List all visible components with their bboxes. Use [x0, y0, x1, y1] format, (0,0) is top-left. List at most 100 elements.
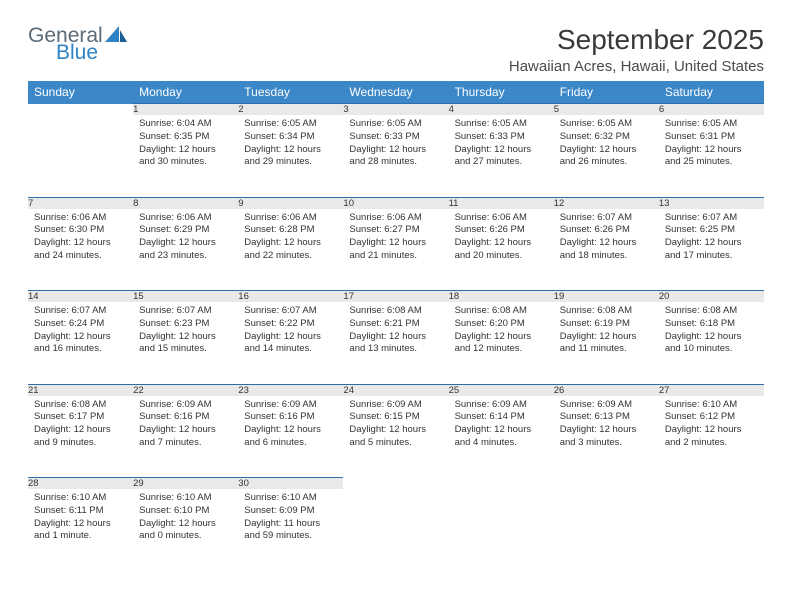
sunset-text: Sunset: 6:28 PM — [244, 224, 337, 237]
daylight-text: Daylight: 12 hours and 18 minutes. — [560, 237, 653, 263]
sunset-text: Sunset: 6:35 PM — [139, 131, 232, 144]
empty-cell — [554, 489, 659, 571]
day-cell: Sunrise: 6:09 AMSunset: 6:14 PMDaylight:… — [449, 396, 554, 478]
day-cell: Sunrise: 6:05 AMSunset: 6:33 PMDaylight:… — [343, 115, 448, 197]
day-cell: Sunrise: 6:08 AMSunset: 6:19 PMDaylight:… — [554, 302, 659, 384]
day-cell: Sunrise: 6:05 AMSunset: 6:34 PMDaylight:… — [238, 115, 343, 197]
day-cell: Sunrise: 6:10 AMSunset: 6:11 PMDaylight:… — [28, 489, 133, 571]
day-cell: Sunrise: 6:04 AMSunset: 6:35 PMDaylight:… — [133, 115, 238, 197]
daynum-row: 282930 — [28, 478, 764, 490]
day-cell: Sunrise: 6:05 AMSunset: 6:31 PMDaylight:… — [659, 115, 764, 197]
daylight-text: Daylight: 12 hours and 26 minutes. — [560, 144, 653, 170]
day-cell: Sunrise: 6:10 AMSunset: 6:10 PMDaylight:… — [133, 489, 238, 571]
sunset-text: Sunset: 6:16 PM — [244, 411, 337, 424]
day-content: Sunrise: 6:06 AMSunset: 6:26 PMDaylight:… — [449, 209, 554, 269]
daylight-text: Daylight: 12 hours and 9 minutes. — [34, 424, 127, 450]
sunrise-text: Sunrise: 6:06 AM — [139, 212, 232, 225]
day-number: 4 — [449, 104, 554, 116]
day-number: 5 — [554, 104, 659, 116]
day-number: 11 — [449, 197, 554, 209]
daylight-text: Daylight: 12 hours and 17 minutes. — [665, 237, 758, 263]
sunset-text: Sunset: 6:17 PM — [34, 411, 127, 424]
sunset-text: Sunset: 6:19 PM — [560, 318, 653, 331]
day-number: 3 — [343, 104, 448, 116]
month-title: September 2025 — [509, 24, 764, 56]
day-cell: Sunrise: 6:07 AMSunset: 6:25 PMDaylight:… — [659, 209, 764, 291]
day-cell: Sunrise: 6:05 AMSunset: 6:32 PMDaylight:… — [554, 115, 659, 197]
daylight-text: Daylight: 12 hours and 5 minutes. — [349, 424, 442, 450]
day-content: Sunrise: 6:09 AMSunset: 6:14 PMDaylight:… — [449, 396, 554, 456]
daylight-text: Daylight: 12 hours and 10 minutes. — [665, 331, 758, 357]
sunrise-text: Sunrise: 6:09 AM — [560, 399, 653, 412]
day-content: Sunrise: 6:08 AMSunset: 6:20 PMDaylight:… — [449, 302, 554, 362]
day-cell: Sunrise: 6:08 AMSunset: 6:21 PMDaylight:… — [343, 302, 448, 384]
day-number: 9 — [238, 197, 343, 209]
sunset-text: Sunset: 6:16 PM — [139, 411, 232, 424]
sunset-text: Sunset: 6:33 PM — [349, 131, 442, 144]
daynum-row: 21222324252627 — [28, 384, 764, 396]
sunset-text: Sunset: 6:23 PM — [139, 318, 232, 331]
calendar-body: 123456Sunrise: 6:04 AMSunset: 6:35 PMDay… — [28, 104, 764, 572]
day-content: Sunrise: 6:10 AMSunset: 6:09 PMDaylight:… — [238, 489, 343, 549]
sunset-text: Sunset: 6:26 PM — [560, 224, 653, 237]
logo-blue: Blue — [56, 42, 127, 63]
day-content: Sunrise: 6:08 AMSunset: 6:18 PMDaylight:… — [659, 302, 764, 362]
day-cell: Sunrise: 6:07 AMSunset: 6:22 PMDaylight:… — [238, 302, 343, 384]
calendar-head: SundayMondayTuesdayWednesdayThursdayFrid… — [28, 81, 764, 104]
day-content: Sunrise: 6:04 AMSunset: 6:35 PMDaylight:… — [133, 115, 238, 175]
title-block: September 2025 Hawaiian Acres, Hawaii, U… — [509, 24, 764, 75]
day-content: Sunrise: 6:08 AMSunset: 6:17 PMDaylight:… — [28, 396, 133, 456]
weekday-header: Thursday — [449, 81, 554, 104]
sunset-text: Sunset: 6:34 PM — [244, 131, 337, 144]
sunset-text: Sunset: 6:27 PM — [349, 224, 442, 237]
sunrise-text: Sunrise: 6:10 AM — [34, 492, 127, 505]
sunrise-text: Sunrise: 6:05 AM — [665, 118, 758, 131]
day-number: 27 — [659, 384, 764, 396]
daylight-text: Daylight: 12 hours and 14 minutes. — [244, 331, 337, 357]
sunrise-text: Sunrise: 6:09 AM — [349, 399, 442, 412]
daynum-row: 78910111213 — [28, 197, 764, 209]
day-number: 20 — [659, 291, 764, 303]
day-number: 7 — [28, 197, 133, 209]
sunset-text: Sunset: 6:24 PM — [34, 318, 127, 331]
day-cell: Sunrise: 6:06 AMSunset: 6:28 PMDaylight:… — [238, 209, 343, 291]
day-number: 10 — [343, 197, 448, 209]
day-number: 23 — [238, 384, 343, 396]
week-content-row: Sunrise: 6:08 AMSunset: 6:17 PMDaylight:… — [28, 396, 764, 478]
empty-cell — [449, 478, 554, 490]
day-cell: Sunrise: 6:09 AMSunset: 6:16 PMDaylight:… — [238, 396, 343, 478]
empty-cell — [28, 115, 133, 197]
daylight-text: Daylight: 12 hours and 22 minutes. — [244, 237, 337, 263]
sunrise-text: Sunrise: 6:06 AM — [244, 212, 337, 225]
day-cell: Sunrise: 6:05 AMSunset: 6:33 PMDaylight:… — [449, 115, 554, 197]
header: General Blue September 2025 Hawaiian Acr… — [28, 24, 764, 75]
sunrise-text: Sunrise: 6:06 AM — [349, 212, 442, 225]
day-content: Sunrise: 6:09 AMSunset: 6:13 PMDaylight:… — [554, 396, 659, 456]
day-number: 2 — [238, 104, 343, 116]
sunset-text: Sunset: 6:33 PM — [455, 131, 548, 144]
day-number: 21 — [28, 384, 133, 396]
sunrise-text: Sunrise: 6:09 AM — [244, 399, 337, 412]
sunrise-text: Sunrise: 6:08 AM — [349, 305, 442, 318]
sunset-text: Sunset: 6:32 PM — [560, 131, 653, 144]
day-content: Sunrise: 6:10 AMSunset: 6:12 PMDaylight:… — [659, 396, 764, 456]
daynum-row: 123456 — [28, 104, 764, 116]
day-number: 16 — [238, 291, 343, 303]
daylight-text: Daylight: 12 hours and 23 minutes. — [139, 237, 232, 263]
sunrise-text: Sunrise: 6:08 AM — [455, 305, 548, 318]
sunset-text: Sunset: 6:21 PM — [349, 318, 442, 331]
sunrise-text: Sunrise: 6:09 AM — [455, 399, 548, 412]
sunrise-text: Sunrise: 6:05 AM — [349, 118, 442, 131]
day-content: Sunrise: 6:09 AMSunset: 6:16 PMDaylight:… — [133, 396, 238, 456]
weekday-header: Monday — [133, 81, 238, 104]
day-cell: Sunrise: 6:08 AMSunset: 6:18 PMDaylight:… — [659, 302, 764, 384]
sunrise-text: Sunrise: 6:06 AM — [455, 212, 548, 225]
day-content: Sunrise: 6:07 AMSunset: 6:23 PMDaylight:… — [133, 302, 238, 362]
sunrise-text: Sunrise: 6:08 AM — [665, 305, 758, 318]
sunrise-text: Sunrise: 6:04 AM — [139, 118, 232, 131]
daylight-text: Daylight: 12 hours and 29 minutes. — [244, 144, 337, 170]
day-number: 26 — [554, 384, 659, 396]
sunset-text: Sunset: 6:29 PM — [139, 224, 232, 237]
daylight-text: Daylight: 11 hours and 59 minutes. — [244, 518, 337, 544]
day-number: 17 — [343, 291, 448, 303]
